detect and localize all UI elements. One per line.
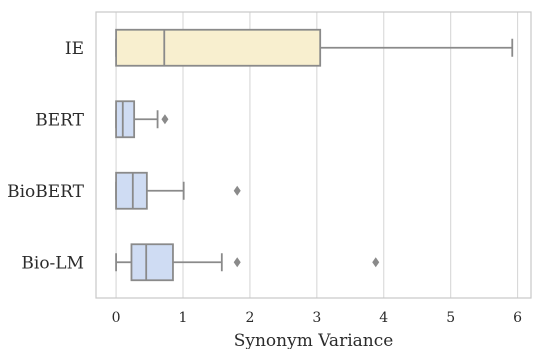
x-tick-label: 4	[379, 310, 388, 326]
x-axis-title: Synonym Variance	[234, 331, 394, 349]
box-ie	[115, 28, 514, 67]
x-tick-label: 3	[312, 310, 321, 326]
x-tick-label: 6	[513, 310, 522, 326]
category-labels: IE BERT BioBERT Bio-LM	[7, 39, 85, 274]
outlier-point	[233, 257, 241, 268]
box-bert	[115, 100, 169, 139]
iqr-box	[130, 243, 174, 282]
x-tick-label: 0	[112, 310, 121, 326]
box-bio-lm	[115, 243, 380, 282]
x-tick-label: 5	[446, 310, 455, 326]
iqr-box	[115, 28, 322, 67]
category-label: Bio-LM	[21, 253, 84, 273]
outlier-point	[233, 185, 241, 196]
category-label: IE	[65, 39, 84, 59]
x-tick-label: 1	[179, 310, 188, 326]
outlier-point	[161, 114, 169, 125]
box-plots	[115, 28, 514, 282]
x-tick-label: 2	[245, 310, 254, 326]
category-label: BERT	[35, 110, 84, 130]
x-tick-labels: 0 1 2 3 4 5 6	[112, 310, 523, 326]
category-label: BioBERT	[7, 182, 85, 202]
iqr-box	[115, 171, 148, 210]
box-biobert	[115, 171, 241, 210]
plot-frame	[95, 11, 532, 299]
outlier-point	[372, 257, 380, 268]
iqr-box	[115, 100, 136, 139]
